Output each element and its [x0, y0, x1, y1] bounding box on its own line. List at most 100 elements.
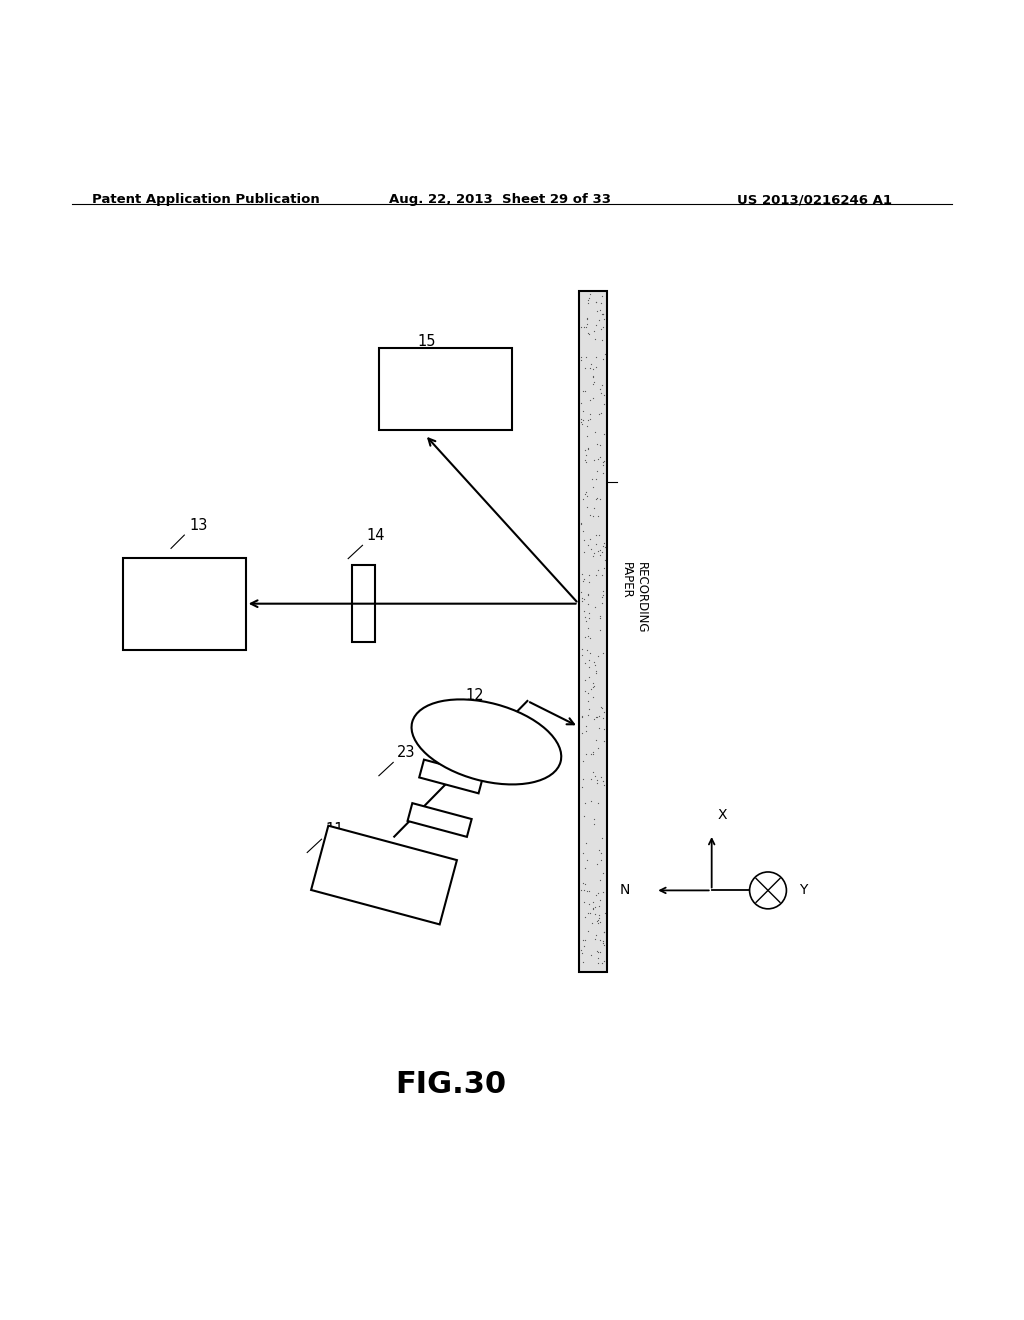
Point	[579, 482, 595, 503]
Point	[593, 696, 609, 717]
Point	[596, 702, 612, 723]
Text: 14: 14	[367, 528, 385, 544]
Point	[595, 304, 611, 325]
Point	[582, 409, 598, 430]
Text: 11: 11	[326, 822, 344, 837]
Point	[577, 606, 593, 627]
Point	[572, 392, 589, 413]
Point	[596, 921, 612, 942]
Point	[580, 322, 596, 343]
Point	[581, 535, 597, 556]
Ellipse shape	[412, 700, 561, 784]
Point	[579, 308, 595, 329]
Polygon shape	[379, 347, 512, 429]
Point	[588, 347, 604, 368]
Point	[574, 706, 591, 727]
Point	[575, 541, 592, 562]
Point	[591, 705, 607, 726]
Point	[578, 346, 594, 367]
Point	[588, 533, 604, 554]
Point	[590, 540, 606, 561]
Point	[578, 380, 594, 401]
Point	[577, 450, 593, 471]
Point	[595, 579, 611, 601]
Point	[596, 532, 612, 553]
Point	[593, 285, 609, 306]
Point	[581, 894, 597, 915]
Point	[593, 318, 609, 339]
Point	[584, 791, 600, 812]
Point	[592, 607, 608, 628]
Point	[579, 425, 595, 446]
Point	[588, 292, 604, 313]
Point	[586, 709, 602, 730]
Point	[580, 639, 596, 660]
Point	[579, 486, 595, 507]
Point	[592, 912, 608, 933]
Point	[595, 304, 611, 325]
Point	[583, 354, 599, 375]
Point	[592, 434, 608, 455]
Point	[583, 768, 599, 789]
Point	[586, 449, 602, 470]
Point	[589, 854, 605, 875]
Point	[587, 597, 603, 618]
Point	[575, 520, 592, 541]
Point	[572, 582, 589, 603]
Point	[582, 903, 598, 924]
Point	[585, 673, 601, 694]
Text: N: N	[620, 883, 630, 898]
Point	[595, 585, 611, 606]
Point	[595, 771, 611, 792]
Point	[587, 903, 603, 924]
Point	[594, 330, 610, 351]
Point	[572, 939, 589, 960]
Point	[573, 587, 590, 609]
Point	[582, 282, 598, 304]
Point	[575, 570, 592, 591]
Point	[589, 770, 605, 791]
Point	[582, 323, 598, 345]
Circle shape	[750, 873, 786, 909]
Point	[588, 564, 604, 585]
Point	[587, 655, 603, 676]
Point	[586, 498, 602, 519]
Point	[594, 882, 610, 903]
Point	[574, 952, 591, 973]
Point	[590, 449, 606, 470]
Point	[573, 513, 590, 535]
Point	[588, 661, 604, 682]
Point	[596, 393, 612, 414]
Point	[595, 384, 611, 405]
Point	[580, 682, 596, 704]
Point	[580, 409, 596, 430]
Point	[581, 583, 597, 605]
Point	[589, 772, 605, 793]
Point	[588, 663, 604, 684]
Point	[585, 374, 601, 395]
Bar	[579, 292, 607, 973]
Point	[589, 434, 605, 455]
Point	[589, 300, 605, 321]
Point	[590, 645, 606, 667]
Point	[592, 300, 608, 321]
Point	[586, 388, 602, 409]
Point	[583, 539, 599, 560]
Point	[577, 569, 593, 590]
Point	[577, 669, 593, 690]
Point	[588, 488, 604, 510]
Point	[577, 858, 593, 879]
Polygon shape	[408, 803, 472, 837]
Text: RECORDING
PAPER: RECORDING PAPER	[620, 562, 647, 634]
Point	[585, 677, 601, 698]
Text: US 2013/0216246 A1: US 2013/0216246 A1	[737, 193, 892, 206]
Point	[591, 309, 607, 330]
Point	[575, 770, 592, 791]
Point	[580, 690, 596, 711]
Point	[594, 304, 610, 325]
Point	[596, 950, 612, 972]
Point	[581, 649, 597, 671]
Point	[574, 413, 591, 434]
Point	[574, 590, 591, 611]
Point	[579, 416, 595, 437]
